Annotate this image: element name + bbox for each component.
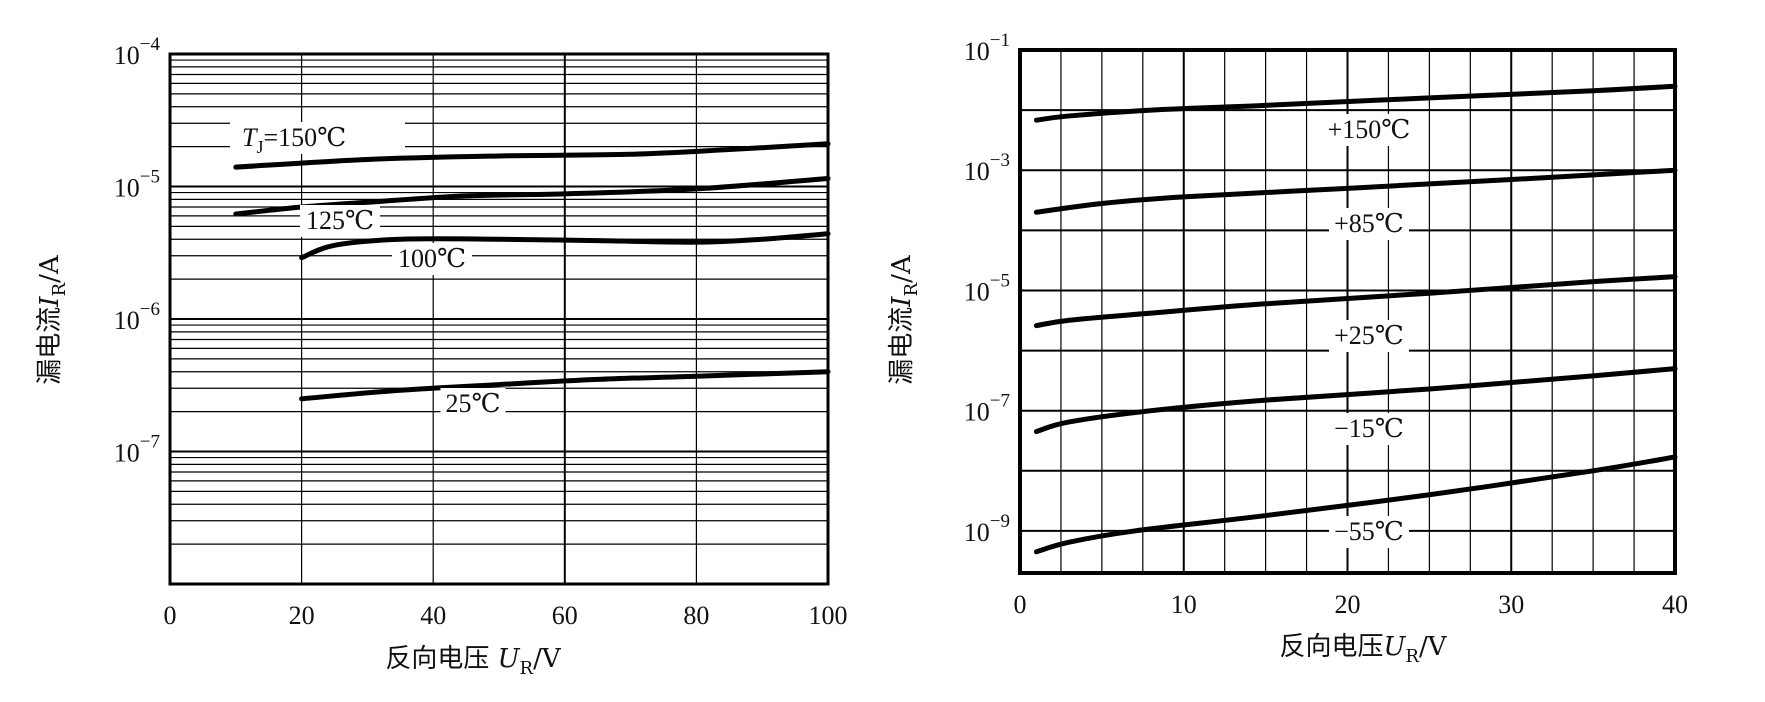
series-line <box>1033 366 1678 435</box>
x-axis-label-right: 反向电压UR/V <box>1279 632 1447 667</box>
x-tick-label: 40 <box>420 601 446 630</box>
y-axis-label-left: 漏电流IR/A <box>35 254 70 385</box>
curve-label-bg <box>392 243 472 275</box>
curve-label-bg <box>1321 114 1417 146</box>
y-tick-label: 10−7 <box>964 391 1010 427</box>
curve-label-bg <box>300 205 380 237</box>
tick-labels-left: 0 20 40 60 80 100 10−4 10−5 10−6 10−7 <box>114 34 848 630</box>
series-line <box>299 369 831 402</box>
series-line <box>299 231 831 261</box>
curves-right <box>1033 83 1678 555</box>
y-tick-label: 10−6 <box>114 299 160 335</box>
y-tick-label: 10−5 <box>964 270 1010 306</box>
curve-label-bg <box>440 388 506 420</box>
series-line <box>233 141 831 170</box>
curve-label-bg <box>1329 320 1409 352</box>
y-tick-label: 10−9 <box>964 511 1010 547</box>
tick-labels-right: 0 10 20 30 40 10−1 10−3 10−5 10−7 10−9 <box>964 30 1688 619</box>
x-tick-label: 0 <box>1014 590 1027 619</box>
curve-label: +85℃ <box>1334 209 1404 238</box>
x-tick-label: 40 <box>1662 590 1688 619</box>
series-line <box>1033 454 1678 555</box>
y-tick-label: 10−5 <box>114 167 160 203</box>
series-line <box>1033 274 1678 329</box>
series-line <box>1033 167 1678 215</box>
y-tick-label: 10−3 <box>964 150 1010 186</box>
x-tick-label: 100 <box>809 601 848 630</box>
curve-label: TJ=150℃ <box>242 123 346 157</box>
plot-frame-right <box>1018 48 1677 575</box>
y-tick-label: 10−4 <box>114 34 161 70</box>
curve-label: +25℃ <box>1334 321 1404 350</box>
curve-label: −15℃ <box>1334 414 1404 443</box>
y-tick-label: 10−7 <box>114 432 160 468</box>
curve-label: +150℃ <box>1328 115 1411 144</box>
plot-frame-left <box>168 52 830 586</box>
x-tick-label: 10 <box>1171 590 1197 619</box>
curve-labels-left: TJ=150℃ 125℃ 100℃ 25℃ <box>230 122 506 420</box>
curve-labels-right: +150℃ +85℃ +25℃ −15℃ −55℃ <box>1321 114 1417 548</box>
x-tick-label: 80 <box>683 601 709 630</box>
x-tick-label: 20 <box>289 601 315 630</box>
chart-left: 0 20 40 60 80 100 10−4 10−5 10−6 10−7 TJ=150℃ 125℃… <box>35 34 848 679</box>
curve-label: 100℃ <box>398 244 466 273</box>
curve-label-bg <box>230 122 405 154</box>
x-tick-label: 60 <box>552 601 578 630</box>
grid-left <box>169 54 829 585</box>
series-line <box>1033 83 1678 123</box>
x-axis-label-left: 反向电压 UR/V <box>385 644 562 679</box>
curve-label-bg <box>1329 208 1409 240</box>
curves-left <box>233 141 831 402</box>
curve-label: −55℃ <box>1334 517 1404 546</box>
curve-label-bg <box>1329 516 1409 548</box>
curve-label-bg <box>1329 413 1409 445</box>
x-tick-label: 20 <box>1335 590 1361 619</box>
curve-label: 25℃ <box>445 389 500 418</box>
y-tick-label: 10−1 <box>964 30 1010 66</box>
curve-label: 125℃ <box>306 206 374 235</box>
y-axis-label-right: 漏电流IR/A <box>887 254 922 385</box>
x-tick-label: 30 <box>1498 590 1524 619</box>
x-tick-label: 0 <box>164 601 177 630</box>
